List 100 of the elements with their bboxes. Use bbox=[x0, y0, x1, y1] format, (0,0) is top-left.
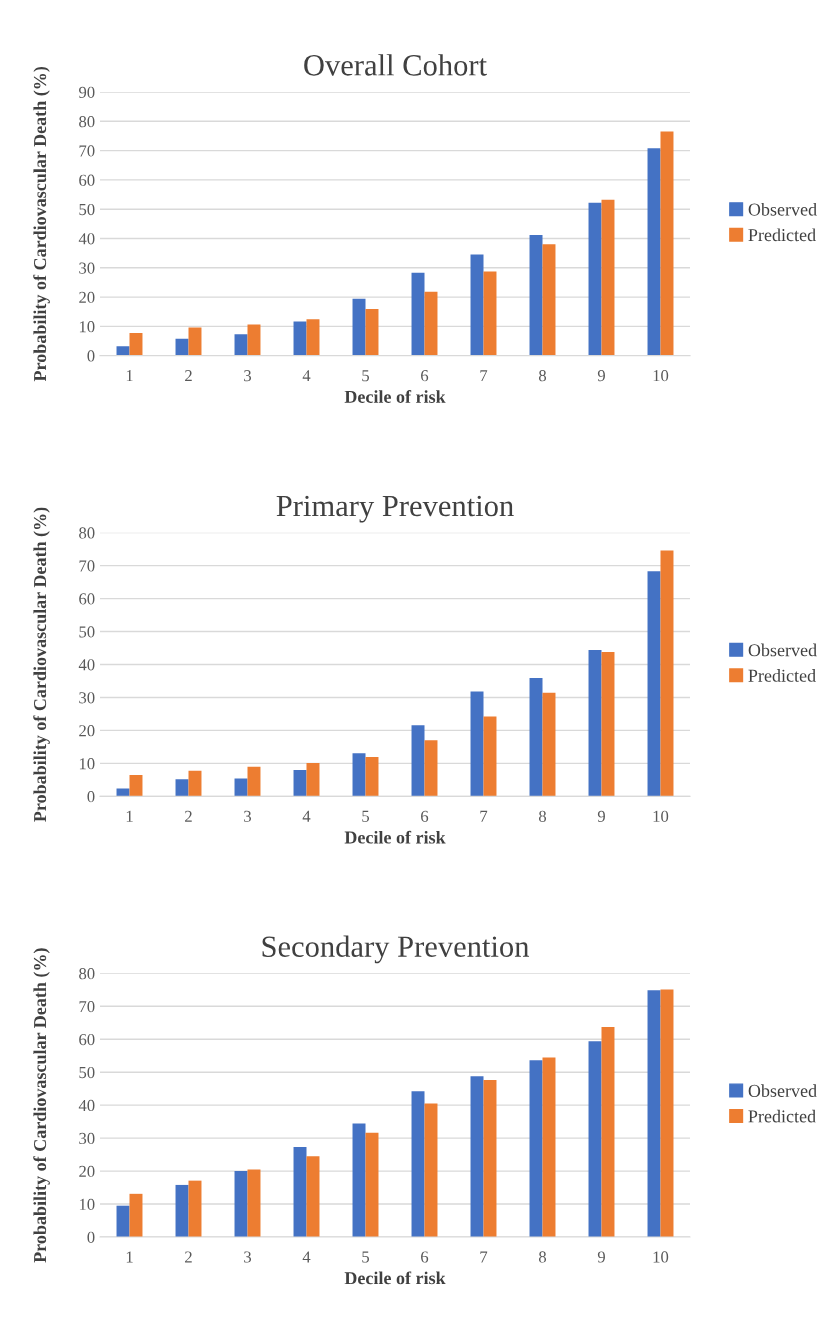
bar bbox=[529, 1060, 543, 1237]
bar bbox=[660, 989, 674, 1237]
bar bbox=[365, 1132, 379, 1237]
bar bbox=[234, 1171, 248, 1237]
x-tick-label: 5 bbox=[362, 370, 370, 382]
bar bbox=[365, 309, 379, 356]
bar bbox=[116, 788, 130, 797]
bar bbox=[483, 271, 497, 356]
y-tick-label: 60 bbox=[79, 1033, 95, 1046]
bar bbox=[175, 1184, 189, 1237]
x-tick-label: 3 bbox=[244, 810, 252, 822]
bar bbox=[483, 1080, 497, 1237]
y-tick-label: 20 bbox=[79, 1165, 95, 1178]
x-tick-label: 5 bbox=[362, 810, 370, 822]
legend-label: Observed bbox=[748, 1084, 817, 1097]
bar bbox=[470, 254, 484, 356]
bar bbox=[660, 550, 674, 797]
y-tick-label: 10 bbox=[79, 1198, 95, 1210]
x-tick-label: 4 bbox=[302, 810, 311, 822]
bar bbox=[247, 1169, 261, 1237]
legend-label: Predicted bbox=[748, 228, 816, 242]
x-tick-label: 5 bbox=[362, 1251, 370, 1263]
bar bbox=[470, 691, 484, 797]
bar bbox=[424, 1103, 438, 1237]
bar bbox=[306, 763, 320, 797]
bar bbox=[175, 779, 189, 797]
bar bbox=[352, 753, 366, 797]
x-tick-label: 9 bbox=[597, 370, 605, 382]
bar bbox=[647, 148, 661, 356]
x-tick-label: 7 bbox=[480, 1251, 488, 1263]
x-tick-label: 1 bbox=[126, 1251, 133, 1263]
y-tick-label: 70 bbox=[79, 560, 95, 572]
x-axis-title: Decile of risk bbox=[344, 1271, 446, 1285]
x-tick-label: 8 bbox=[538, 810, 547, 822]
bar bbox=[588, 1041, 602, 1237]
y-tick-label: 90 bbox=[79, 86, 95, 98]
x-tick-label: 10 bbox=[653, 370, 669, 382]
y-tick-label: 50 bbox=[79, 1066, 95, 1079]
bar bbox=[116, 346, 130, 356]
x-tick-label: 6 bbox=[421, 370, 429, 382]
y-tick-label: 80 bbox=[79, 968, 95, 980]
y-tick-label: 30 bbox=[79, 262, 95, 274]
bar bbox=[411, 1091, 425, 1237]
chart-title: Primary Prevention bbox=[276, 495, 514, 523]
y-axis-title: Probability of Cardiovascular Death (%) bbox=[33, 948, 50, 1263]
y-tick-label: 20 bbox=[79, 725, 95, 737]
bar bbox=[588, 650, 602, 797]
y-axis-title: Probability of Cardiovascular Death (%) bbox=[33, 66, 50, 382]
chart-title: Secondary Prevention bbox=[262, 935, 530, 964]
legend-label: Observed bbox=[748, 202, 817, 216]
y-tick-label: 80 bbox=[79, 527, 95, 539]
bar bbox=[601, 651, 615, 797]
bar bbox=[306, 1156, 320, 1237]
x-tick-label: 2 bbox=[185, 1251, 192, 1263]
x-tick-label: 10 bbox=[653, 1251, 669, 1263]
bar bbox=[188, 1180, 202, 1237]
bar bbox=[306, 319, 320, 356]
legend-label: Predicted bbox=[748, 669, 816, 682]
bar bbox=[352, 298, 366, 356]
y-tick-label: 10 bbox=[79, 321, 95, 333]
y-tick-label: 80 bbox=[79, 116, 95, 128]
bar bbox=[542, 244, 556, 356]
y-tick-label: 0 bbox=[87, 1231, 95, 1243]
bar bbox=[411, 725, 425, 797]
bar bbox=[293, 769, 307, 797]
bar bbox=[647, 571, 661, 797]
x-tick-label: 7 bbox=[480, 370, 488, 382]
bar bbox=[424, 740, 438, 797]
bar bbox=[647, 990, 661, 1237]
bar bbox=[542, 1057, 556, 1237]
bar bbox=[293, 321, 307, 356]
x-tick-label: 9 bbox=[597, 1251, 605, 1263]
bar bbox=[234, 334, 248, 356]
bar bbox=[470, 1076, 484, 1237]
y-tick-label: 10 bbox=[79, 758, 95, 770]
bar bbox=[601, 1027, 615, 1237]
bar bbox=[424, 291, 438, 356]
x-tick-label: 9 bbox=[597, 810, 605, 822]
bar bbox=[411, 272, 425, 356]
x-tick-label: 1 bbox=[126, 810, 133, 822]
bar bbox=[542, 692, 556, 797]
x-tick-label: 1 bbox=[126, 370, 133, 382]
legend-label: Observed bbox=[748, 643, 817, 657]
y-tick-label: 20 bbox=[79, 291, 95, 304]
y-tick-label: 40 bbox=[78, 659, 95, 671]
bar bbox=[234, 778, 248, 797]
y-tick-label: 70 bbox=[79, 145, 95, 157]
x-tick-label: 7 bbox=[480, 810, 488, 822]
x-tick-label: 2 bbox=[185, 370, 192, 382]
y-tick-label: 30 bbox=[79, 1132, 95, 1145]
x-tick-label: 10 bbox=[653, 810, 669, 822]
bar bbox=[188, 770, 202, 797]
y-tick-label: 0 bbox=[87, 791, 95, 803]
bar bbox=[660, 131, 674, 356]
x-tick-label: 4 bbox=[302, 370, 311, 382]
bar bbox=[483, 716, 497, 797]
bar bbox=[365, 757, 379, 797]
x-tick-label: 3 bbox=[244, 1251, 252, 1263]
bar bbox=[116, 1205, 130, 1237]
y-tick-label: 40 bbox=[78, 233, 95, 245]
